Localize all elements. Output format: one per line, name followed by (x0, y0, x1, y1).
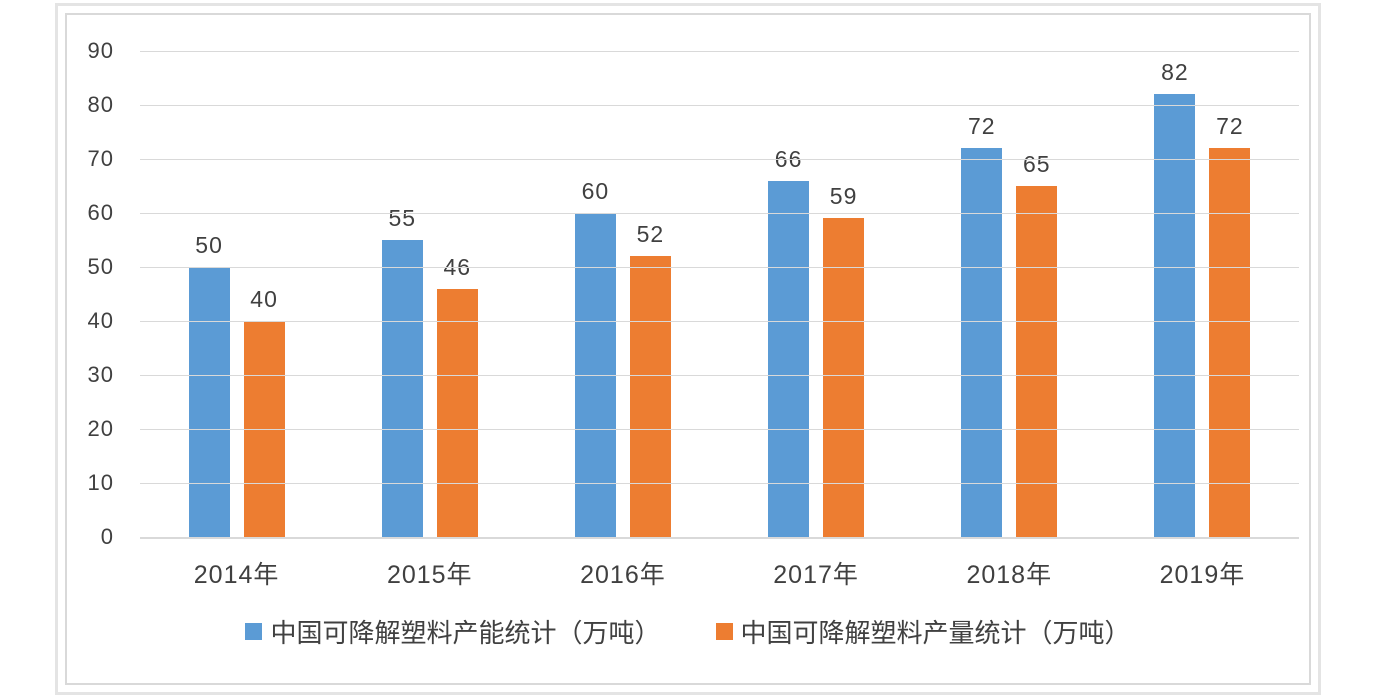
bar-series1-2014年: 50 (188, 232, 230, 537)
bar-groups: 50 40 55 46 60 52 66 59 72 65 82 72 (140, 51, 1299, 537)
gridline (140, 321, 1299, 322)
gridline (140, 375, 1299, 376)
bar-value-label: 72 (1216, 113, 1244, 140)
bar-value-label: 55 (388, 205, 417, 231)
gridline (140, 213, 1299, 214)
y-axis: 0 10 20 30 40 50 60 70 80 90 (67, 38, 140, 549)
bar-value-label: 59 (829, 183, 858, 210)
bar-group: 55 46 (333, 51, 526, 537)
x-axis-category-label: 2014年 (193, 561, 280, 589)
y-axis-tick-label: 80 (87, 92, 114, 117)
bar-value-label: 66 (774, 145, 803, 172)
bar-group: 82 72 (1106, 51, 1299, 537)
bar-series2-2018年: 65 (1016, 151, 1058, 537)
bar-chart: 0 10 20 30 40 50 60 70 80 90 50 40 55 46 60 52 66 59 72 65… (67, 15, 1309, 683)
y-axis-tick-label: 90 (87, 38, 114, 63)
x-axis-category-label: 2015年 (386, 561, 473, 589)
bar-series2-2015年: 46 (436, 254, 478, 537)
legend-swatch-icon (715, 623, 733, 640)
legend-item: 中国可降解塑料产能统计（万吨） (245, 613, 661, 650)
bar-value-label: 82 (1161, 59, 1189, 86)
x-axis-category-label: 2016年 (580, 561, 666, 589)
bar-value-label: 72 (967, 113, 996, 140)
x-axis-category-label: 2018年 (966, 561, 1053, 589)
y-axis-tick-label: 40 (87, 308, 114, 333)
gridline (140, 267, 1299, 268)
bar-value-label: 65 (1022, 151, 1051, 177)
bar-group: 60 52 (526, 51, 719, 537)
x-axis-category-label: 2019年 (1159, 561, 1246, 589)
legend-item: 中国可降解塑料产量统计（万吨） (715, 613, 1131, 650)
y-axis-tick-label: 30 (87, 362, 114, 387)
bar-value-label: 50 (195, 232, 223, 258)
bar-value-label: 52 (636, 221, 665, 248)
y-axis-tick-label: 60 (87, 200, 114, 225)
bar-series1-2019年: 82 (1154, 59, 1196, 537)
legend-swatch-icon (245, 623, 263, 640)
bar-value-label: 46 (443, 253, 472, 280)
gridline (140, 159, 1299, 160)
bar-series1-2015年: 55 (381, 205, 423, 537)
y-axis-tick-label: 10 (87, 470, 114, 495)
x-axis: 2014年 2015年 2016年 2017年 2018年 2019年 (140, 555, 1299, 591)
bar-series2-2019年: 72 (1209, 113, 1251, 537)
bar-series1-2018年: 72 (961, 113, 1003, 537)
y-axis-tick-label: 0 (100, 524, 114, 549)
bar-group: 66 59 (720, 51, 913, 537)
y-axis-tick-label: 50 (87, 254, 114, 279)
plot-area: 50 40 55 46 60 52 66 59 72 65 82 72 (140, 51, 1299, 539)
gridline (140, 105, 1299, 106)
bar-group: 50 40 (140, 51, 333, 537)
bar-series1-2017年: 66 (768, 146, 810, 537)
y-axis-tick-label: 70 (87, 146, 114, 171)
chart-panel: 0 10 20 30 40 50 60 70 80 90 50 40 55 46 60 52 66 59 72 65… (55, 3, 1321, 695)
bar-group: 72 65 (913, 51, 1106, 537)
legend: 中国可降解塑料产能统计（万吨） 中国可降解塑料产量统计（万吨） (67, 613, 1309, 650)
gridline (140, 51, 1299, 52)
bar-value-label: 60 (581, 178, 610, 204)
gridline (140, 429, 1299, 430)
legend-label: 中国可降解塑料产能统计（万吨） (270, 618, 661, 648)
legend-label: 中国可降解塑料产量统计（万吨） (740, 618, 1131, 648)
bar-value-label: 40 (250, 286, 278, 312)
bar-series2-2016年: 52 (629, 221, 671, 537)
gridline (140, 483, 1299, 484)
x-axis-category-label: 2017年 (773, 561, 859, 589)
y-axis-tick-label: 20 (87, 416, 114, 441)
